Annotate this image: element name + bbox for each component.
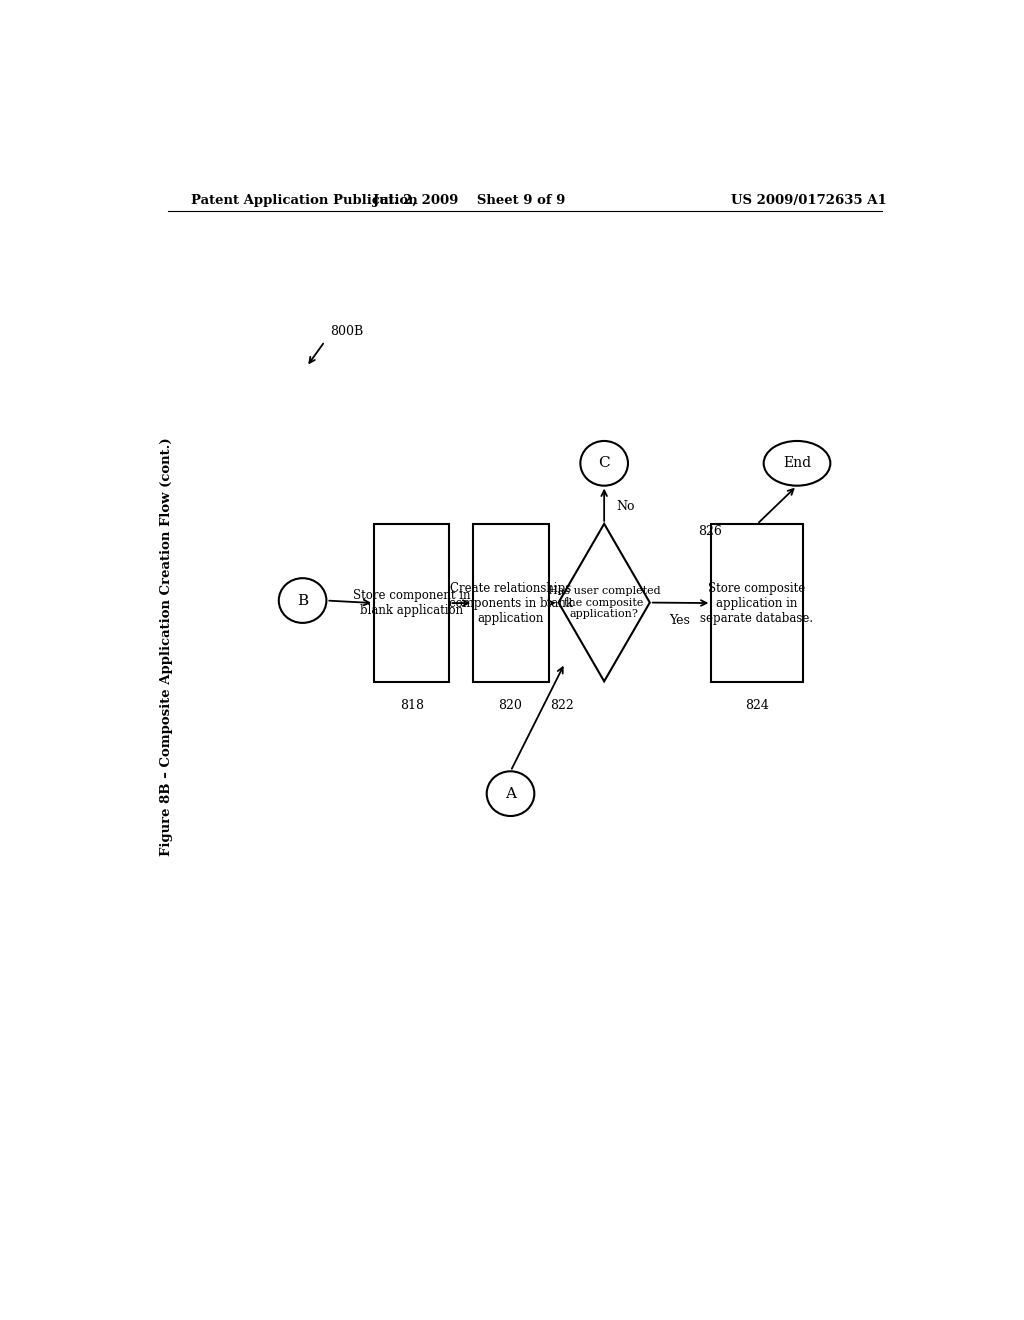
Text: 822: 822 [550, 698, 574, 711]
Text: Store composite
application in
separate database.: Store composite application in separate … [700, 582, 813, 624]
Text: Jul. 2, 2009    Sheet 9 of 9: Jul. 2, 2009 Sheet 9 of 9 [373, 194, 565, 207]
Text: 820: 820 [499, 698, 522, 711]
Text: 826: 826 [697, 525, 722, 539]
Text: 824: 824 [745, 698, 769, 711]
Text: 818: 818 [400, 698, 424, 711]
Text: C: C [598, 457, 610, 470]
Text: Store component in
blank application: Store component in blank application [353, 589, 470, 616]
Text: Figure 8B – Composite Application Creation Flow (cont.): Figure 8B – Composite Application Creati… [160, 437, 173, 855]
Text: End: End [783, 457, 811, 470]
Text: Create relationships
components in blank
application: Create relationships components in blank… [449, 582, 572, 624]
Text: Has user completed
the composite
application?: Has user completed the composite applica… [548, 586, 660, 619]
Text: Patent Application Publication: Patent Application Publication [191, 194, 418, 207]
Text: Yes: Yes [669, 614, 690, 627]
Text: A: A [505, 787, 516, 801]
Text: US 2009/0172635 A1: US 2009/0172635 A1 [731, 194, 887, 207]
Text: No: No [616, 499, 635, 512]
Text: B: B [297, 594, 308, 607]
Text: 800B: 800B [331, 325, 364, 338]
